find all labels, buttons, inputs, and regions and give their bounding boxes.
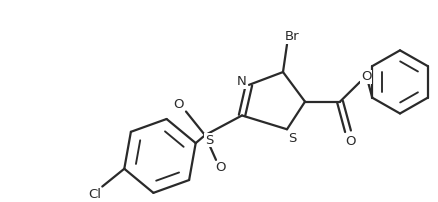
Text: Br: Br <box>285 30 299 43</box>
Text: S: S <box>288 132 296 145</box>
Text: Cl: Cl <box>88 188 101 201</box>
Text: N: N <box>237 75 247 88</box>
Text: O: O <box>173 98 183 111</box>
Text: O: O <box>346 135 356 148</box>
Text: S: S <box>205 134 213 147</box>
Text: O: O <box>361 70 371 83</box>
Text: O: O <box>216 161 226 174</box>
